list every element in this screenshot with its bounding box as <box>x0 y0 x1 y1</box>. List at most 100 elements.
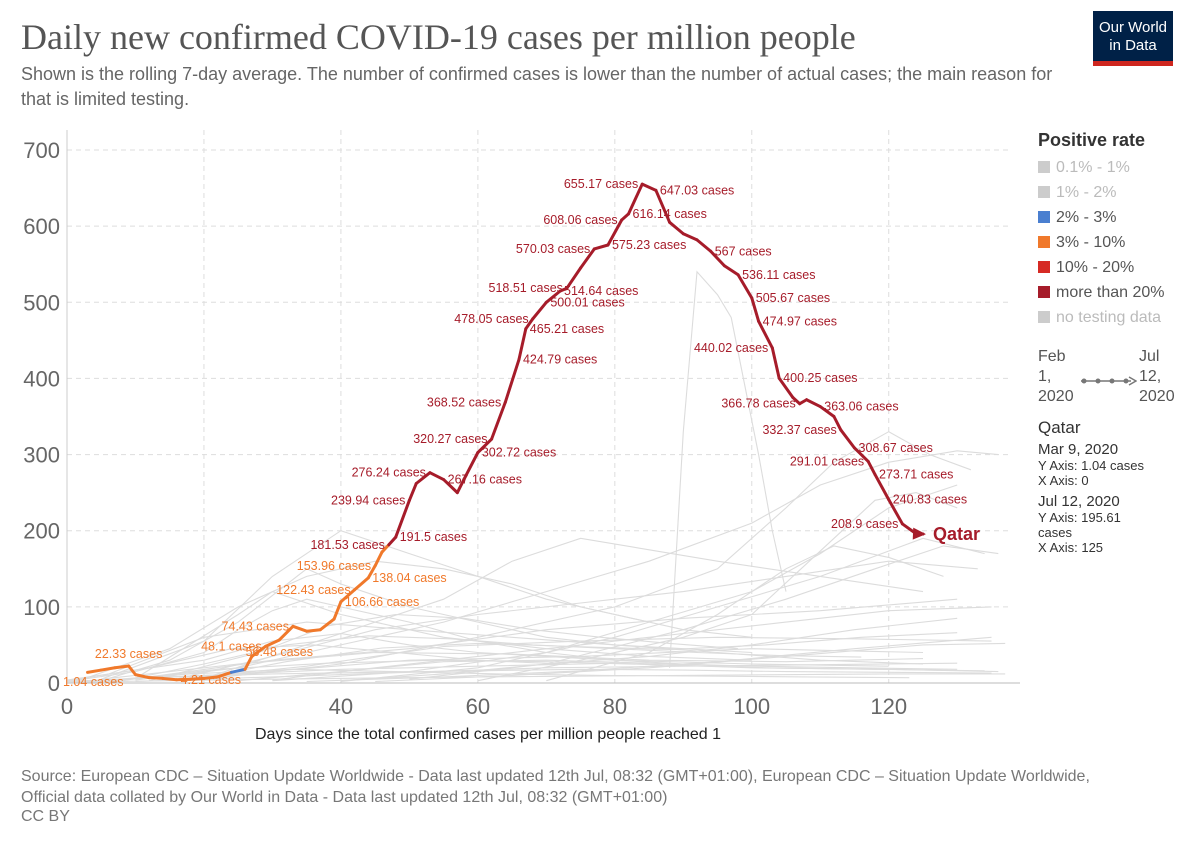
qatar-line-segment[interactable] <box>147 676 165 680</box>
license[interactable]: CC BY <box>21 808 70 825</box>
qatar-line-segment[interactable] <box>277 624 295 642</box>
qatar-line-segment[interactable] <box>188 676 206 681</box>
legend-label: 10% - 20% <box>1056 259 1135 276</box>
qatar-line-segment[interactable] <box>291 624 309 633</box>
background-country-line <box>135 590 752 679</box>
qatar-line-segment[interactable] <box>339 588 357 604</box>
qatar-line-segment[interactable] <box>127 664 137 677</box>
qatar-line-segment[interactable] <box>668 220 685 236</box>
qatar-line-segment[interactable] <box>380 543 391 554</box>
qatar-line-segment[interactable] <box>757 319 774 350</box>
qatar-line-segment[interactable] <box>620 212 631 222</box>
qatar-line-segment[interactable] <box>414 471 432 486</box>
qatar-line-segment[interactable] <box>640 182 658 192</box>
qatar-line-segment[interactable] <box>264 638 281 648</box>
qatar-line-segment[interactable] <box>524 317 535 331</box>
qatar-line-segment[interactable] <box>770 346 781 380</box>
qatar-line-segment[interactable] <box>503 358 521 404</box>
qatar-line-segment[interactable] <box>462 451 480 481</box>
qatar-line-segment[interactable] <box>695 238 713 253</box>
qatar-line-segment[interactable] <box>387 535 398 547</box>
legend-swatch <box>1038 186 1050 198</box>
qatar-line-segment[interactable] <box>579 247 596 270</box>
qatar-line-segment[interactable] <box>736 273 754 300</box>
data-label: 153.96 cases <box>297 559 371 573</box>
qatar-line-segment[interactable] <box>887 498 904 526</box>
qatar-line-segment[interactable] <box>133 673 151 680</box>
background-country-line <box>66 632 889 681</box>
qatar-line-segment[interactable] <box>544 289 562 304</box>
qatar-line-segment[interactable] <box>654 188 672 224</box>
legend-item[interactable]: 0.1% - 1% <box>1038 155 1188 180</box>
qatar-line-segment[interactable] <box>853 446 870 463</box>
legend-label: 2% - 3% <box>1056 209 1117 226</box>
qatar-line-segment[interactable] <box>832 415 843 432</box>
qatar-line-segment[interactable] <box>517 327 528 362</box>
timeline-dot <box>1095 378 1101 384</box>
y-tick-label: 100 <box>23 595 60 620</box>
legend-item[interactable]: more than 20% <box>1038 280 1188 305</box>
qatar-line-segment[interactable] <box>202 675 220 680</box>
qatar-line-segment[interactable] <box>709 249 726 268</box>
legend-item[interactable]: 3% - 10% <box>1038 230 1188 255</box>
owid-logo[interactable]: Our World in Data <box>1093 11 1173 66</box>
timeline-handle-end[interactable] <box>1123 378 1129 384</box>
legend-item[interactable]: 2% - 3% <box>1038 205 1188 230</box>
legend-item[interactable]: 1% - 2% <box>1038 180 1188 205</box>
timeline-handle-start[interactable] <box>1081 378 1087 384</box>
background-country-line <box>546 545 944 682</box>
qatar-line-segment[interactable] <box>161 676 179 682</box>
qatar-line-segment[interactable] <box>318 617 336 632</box>
legend-swatch <box>1038 261 1050 273</box>
qatar-line-segment[interactable] <box>476 437 494 455</box>
qatar-line-segment[interactable] <box>866 459 877 477</box>
qatar-line-segment[interactable] <box>175 677 192 682</box>
qatar-line-segment[interactable] <box>442 478 459 495</box>
qatar-line-segment[interactable] <box>839 428 856 450</box>
qatar-line-segment[interactable] <box>250 644 268 658</box>
qatar-line-segment[interactable] <box>243 654 254 671</box>
qatar-line-segment[interactable] <box>373 550 384 568</box>
logo-line-1: Our World <box>1098 19 1168 36</box>
qatar-line-segment[interactable] <box>455 477 466 495</box>
qatar-line-segment[interactable] <box>407 482 418 502</box>
y-tick-label: 600 <box>23 214 60 239</box>
info-last-point: Jul 12, 2020 Y Axis: 195.61 cases X Axis… <box>1038 494 1188 556</box>
qatar-line-segment[interactable] <box>332 600 343 621</box>
qatar-line-segment[interactable] <box>366 564 377 580</box>
x-tick-label: 80 <box>603 694 627 719</box>
qatar-line-segment[interactable] <box>353 576 370 592</box>
info-first-point: Mar 9, 2020 Y Axis: 1.04 cases X Axis: 0 <box>1038 442 1188 489</box>
qatar-line-segment[interactable] <box>428 471 446 482</box>
qatar-line-segment[interactable] <box>791 395 802 406</box>
timeline-slider[interactable] <box>1081 375 1137 387</box>
qatar-line-segment[interactable] <box>777 376 795 399</box>
qatar-line-segment[interactable] <box>86 668 103 674</box>
qatar-line-segment[interactable] <box>229 667 247 674</box>
qatar-line-segment[interactable] <box>113 664 131 670</box>
qatar-line-segment[interactable] <box>99 666 117 672</box>
qatar-line-segment[interactable] <box>873 473 891 502</box>
qatar-line-segment[interactable] <box>565 266 583 290</box>
qatar-line-segment[interactable] <box>216 670 233 679</box>
qatar-line-segment[interactable] <box>750 296 761 323</box>
timeline[interactable]: Feb 1, 2020 Jul 12, 2020 <box>1038 347 1188 409</box>
qatar-line-segment[interactable] <box>627 182 644 216</box>
background-country-line <box>101 621 924 678</box>
qatar-line-segment[interactable] <box>722 264 740 277</box>
qatar-line-segment[interactable] <box>394 498 411 539</box>
legend-item[interactable]: no testing data <box>1038 305 1188 330</box>
qatar-line-segment[interactable] <box>681 232 699 242</box>
qatar-line-segment[interactable] <box>805 398 822 409</box>
qatar-line-segment[interactable] <box>606 218 624 247</box>
qatar-line-segment[interactable] <box>490 400 507 441</box>
qatar-line-segment[interactable] <box>592 243 610 251</box>
data-label: 500.01 cases <box>550 295 624 309</box>
legend-swatch <box>1038 286 1050 298</box>
qatar-line-segment[interactable] <box>818 405 836 418</box>
qatar-line-segment[interactable] <box>531 300 548 321</box>
data-label: 608.06 cases <box>543 213 617 227</box>
country-info-panel: Qatar Mar 9, 2020 Y Axis: 1.04 cases X A… <box>1038 418 1188 561</box>
legend-item[interactable]: 10% - 20% <box>1038 255 1188 280</box>
qatar-line-segment[interactable] <box>305 628 322 633</box>
